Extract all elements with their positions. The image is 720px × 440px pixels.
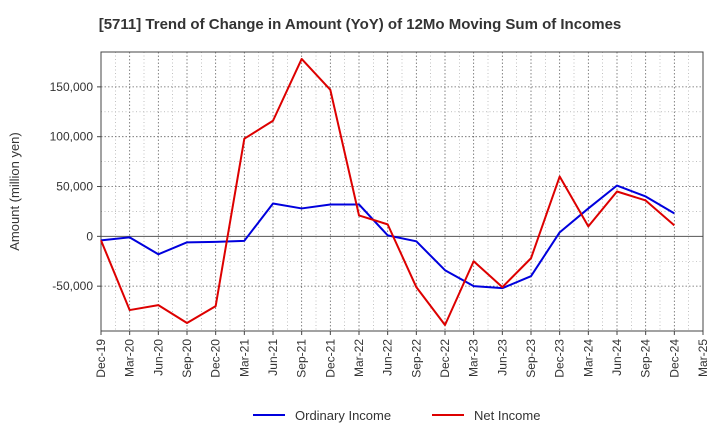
y-tick-label: 100,000 xyxy=(50,130,94,144)
x-tick-label: Jun-24 xyxy=(610,339,624,376)
y-tick-label: 150,000 xyxy=(50,80,94,94)
y-axis-title: Amount (million yen) xyxy=(7,132,22,251)
plot-frame xyxy=(100,51,704,332)
x-tick-label: Dec-21 xyxy=(323,339,337,378)
grid xyxy=(100,52,704,331)
series-line-ordinary-income xyxy=(100,184,675,290)
x-tick-label: Jun-21 xyxy=(266,339,280,376)
axes: -50,000 0 50,000 100,000 150,000 Dec-19 Mar-20… xyxy=(7,51,710,378)
plot-area xyxy=(101,52,703,331)
x-tick-label: Sep-24 xyxy=(639,339,653,378)
chart-title: [5711] Trend of Change in Amount (YoY) o… xyxy=(98,16,622,33)
x-tick-label: Dec-23 xyxy=(553,339,567,378)
x-tick-label: Mar-25 xyxy=(696,339,710,377)
legend-label: Ordinary Income xyxy=(295,408,391,423)
x-tick-label: Mar-24 xyxy=(581,339,595,377)
series-line-net-income xyxy=(100,57,675,327)
x-tick-label: Dec-24 xyxy=(667,339,681,378)
x-tick-label: Dec-19 xyxy=(94,339,108,378)
legend-label: Net Income xyxy=(474,408,540,423)
y-tick-label: 50,000 xyxy=(56,180,93,194)
x-tick-label: Jun-23 xyxy=(495,339,509,376)
x-tick-label: Jun-20 xyxy=(151,339,165,376)
legend: Ordinary Income Net Income xyxy=(253,408,540,423)
x-tick-label: Jun-22 xyxy=(381,339,395,376)
x-tick-label: Dec-20 xyxy=(209,339,223,378)
x-tick-label: Mar-22 xyxy=(352,339,366,377)
x-tick-label: Mar-21 xyxy=(237,339,251,377)
x-tick-label: Mar-20 xyxy=(123,339,137,377)
y-tick-label: -50,000 xyxy=(52,279,93,293)
y-tick-label: 0 xyxy=(86,229,93,243)
x-tick-label: Sep-21 xyxy=(295,339,309,378)
x-tick-label: Sep-23 xyxy=(524,339,538,378)
series-layer xyxy=(100,57,675,327)
x-tick-label: Dec-22 xyxy=(438,339,452,378)
x-tick-label: Sep-20 xyxy=(180,339,194,378)
x-tick-label: Mar-23 xyxy=(467,339,481,377)
x-tick-label: Sep-22 xyxy=(409,339,423,378)
